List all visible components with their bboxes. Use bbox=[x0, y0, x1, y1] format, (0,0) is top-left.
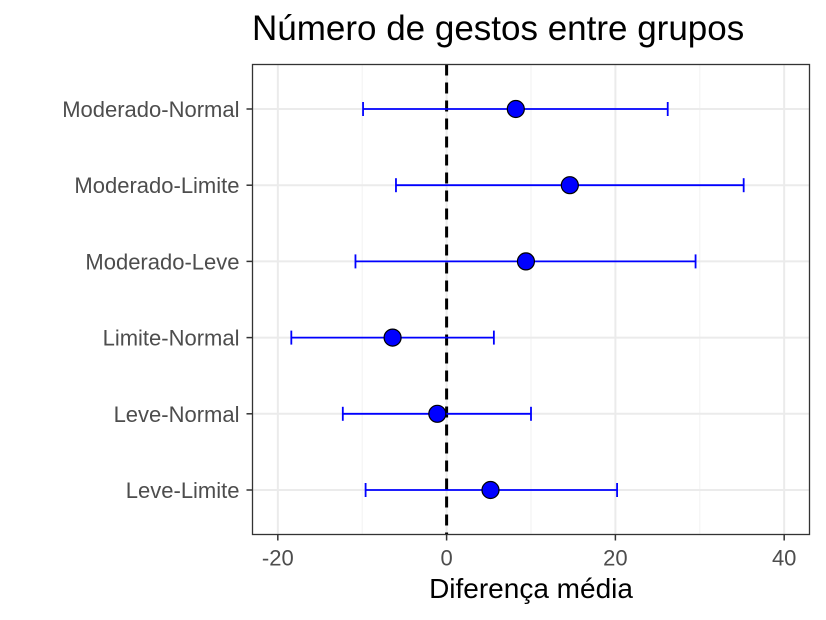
y-category-label: Moderado-Limite bbox=[74, 173, 239, 198]
data-series bbox=[290, 99, 745, 500]
x-tick-label: 0 bbox=[440, 546, 452, 571]
y-category-label: Limite-Normal bbox=[103, 326, 240, 351]
plot-panel-border bbox=[251, 63, 811, 536]
y-category-label: Leve-Limite bbox=[126, 478, 240, 503]
grid-lines bbox=[252, 64, 810, 535]
x-tick-label: 40 bbox=[772, 546, 796, 571]
y-category-label: Moderado-Normal bbox=[62, 97, 239, 122]
estimate-point bbox=[516, 252, 536, 271]
x-axis-label: Diferença média bbox=[429, 573, 633, 604]
estimate-point bbox=[560, 176, 579, 195]
y-category-label: Leve-Normal bbox=[114, 402, 240, 427]
axes: -20 0 20 40 Moderado-Normal Moderado-Limite Mo… bbox=[62, 97, 796, 571]
estimate-point bbox=[506, 99, 525, 119]
y-category-label: Moderado-Leve bbox=[85, 249, 239, 274]
chart-title: Número de gestos entre grupos bbox=[252, 9, 744, 48]
estimate-point bbox=[383, 328, 402, 347]
estimate-point bbox=[428, 404, 447, 423]
x-tick-label: 20 bbox=[603, 546, 627, 571]
estimate-point bbox=[481, 480, 500, 500]
x-tick-label: -20 bbox=[262, 546, 294, 571]
